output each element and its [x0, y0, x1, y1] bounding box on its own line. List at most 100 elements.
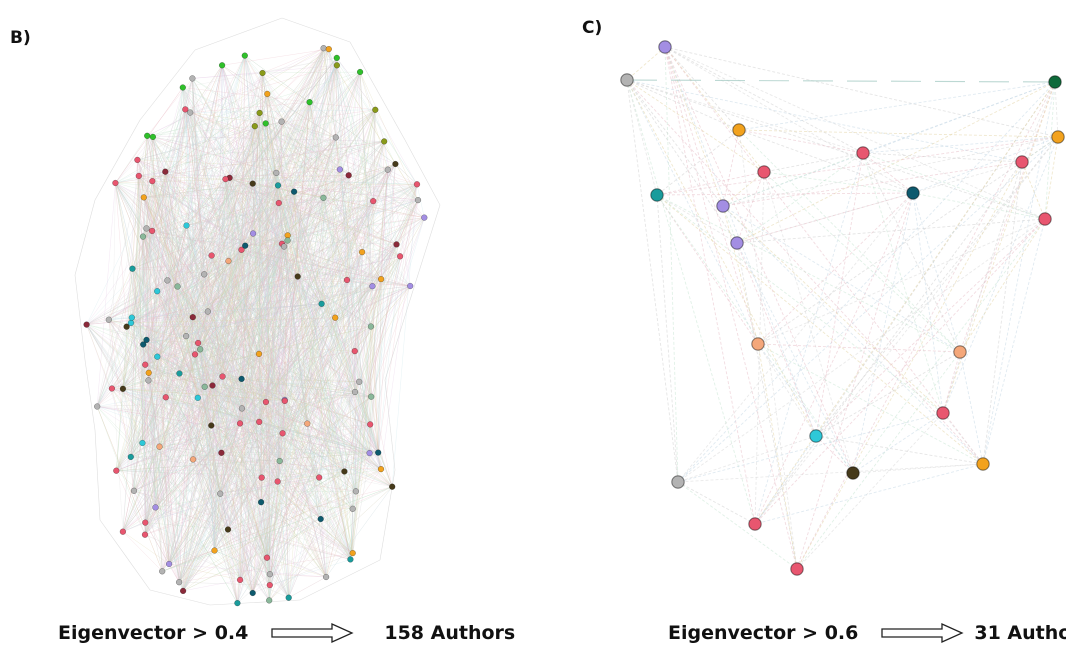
network-b-node — [174, 283, 181, 290]
network-b-node — [162, 168, 169, 175]
network-c-node — [953, 345, 967, 359]
network-b-node — [273, 169, 280, 177]
network-b-node — [345, 172, 352, 179]
network-b-node — [236, 420, 244, 427]
network-b-node — [356, 378, 363, 385]
network-b-node — [183, 222, 190, 229]
network-b-node — [366, 449, 373, 457]
network-b-node — [333, 62, 341, 69]
network-b-node — [332, 314, 339, 321]
network-b-node — [251, 123, 258, 130]
network-b-node — [317, 515, 324, 523]
network-b-node — [159, 568, 166, 575]
network-c-node — [732, 123, 746, 137]
network-b-node — [347, 556, 354, 563]
network-b-node — [413, 181, 421, 188]
network-b-node — [222, 175, 229, 183]
network-b-node — [139, 233, 147, 240]
network-c-node — [936, 406, 950, 420]
network-c-node — [650, 188, 664, 202]
network-b-node — [280, 243, 288, 250]
network-b-node — [141, 531, 149, 538]
network-b-node — [407, 282, 414, 290]
network-b-node — [372, 106, 379, 113]
network-b-node — [127, 453, 134, 461]
network-b-node — [396, 253, 404, 260]
network-b-node — [274, 182, 282, 189]
network-b-node — [187, 109, 194, 116]
network-b-node — [164, 277, 171, 284]
network-b-node — [143, 225, 150, 232]
network-b-node — [165, 560, 173, 568]
network-b-node — [375, 449, 382, 456]
network-b-node — [351, 388, 359, 396]
network-c-node — [671, 475, 685, 489]
network-b-node — [343, 276, 351, 284]
network-b-node — [333, 54, 340, 62]
network-b-node — [156, 443, 163, 450]
network-c-nodes — [620, 40, 1065, 576]
network-c-node — [1038, 212, 1052, 226]
network-b-node — [129, 265, 136, 272]
caption-b: Eigenvector > 0.4 158 Authors — [58, 618, 515, 648]
network-b-node — [241, 52, 248, 59]
network-b-node — [276, 457, 283, 465]
network-b-node — [279, 430, 286, 437]
network-b-node — [140, 194, 147, 201]
network-b-node — [209, 382, 216, 389]
network-b-node — [322, 573, 330, 581]
network-b-node — [370, 197, 377, 205]
network-b-node — [218, 62, 226, 69]
network-b-node — [256, 109, 263, 117]
network-b-node — [179, 587, 187, 595]
network-b-node — [336, 166, 344, 173]
network-b-node — [304, 420, 311, 427]
network-b-node — [266, 571, 274, 578]
network-b-node — [145, 377, 152, 384]
network-b-node — [175, 579, 183, 586]
network-b-node — [179, 84, 186, 91]
network-b-node — [182, 106, 189, 113]
network-b-node — [162, 394, 169, 401]
network-b-node — [119, 385, 127, 392]
network-b-node — [189, 314, 196, 321]
network-c-node — [716, 199, 730, 213]
network-b-node — [208, 422, 215, 429]
network-b-node — [176, 370, 183, 377]
network-c-node — [730, 236, 744, 250]
network-b-node — [263, 554, 271, 561]
network-b-node — [377, 465, 385, 473]
network-b-node — [421, 214, 428, 221]
network-b-node — [384, 166, 391, 173]
network-b-node — [127, 319, 135, 327]
network-b-node — [325, 45, 332, 53]
network-b-node — [217, 490, 224, 497]
network-b-node — [318, 300, 325, 307]
caption-c-count: 31 Authors — [974, 622, 1066, 644]
caption-c: Eigenvector > 0.6 31 Authors — [668, 618, 1066, 648]
network-b-node — [256, 418, 263, 426]
network-b-node — [262, 398, 270, 406]
network-b-node — [182, 332, 190, 340]
network-b-node — [266, 581, 273, 589]
network-b-node — [306, 99, 313, 106]
network-b-node — [152, 504, 159, 511]
network-b-edges — [74, 17, 441, 606]
network-b-node — [255, 350, 263, 358]
network-b-node — [123, 323, 130, 330]
network-c-node — [1048, 75, 1062, 89]
network-b-node — [238, 375, 245, 383]
network-b-node — [194, 394, 201, 401]
network-b-node — [369, 283, 376, 290]
network-b-node — [224, 526, 232, 533]
network-b-node — [262, 120, 269, 127]
network-b-node — [352, 488, 360, 495]
network-b-node — [367, 323, 375, 330]
arrow-right-icon — [271, 622, 354, 644]
caption-b-count: 158 Authors — [384, 622, 516, 644]
network-b-node — [154, 288, 161, 295]
network-b-node — [113, 467, 120, 474]
network-b-node — [332, 134, 339, 141]
network-b-node — [274, 478, 281, 485]
network-b-node — [368, 393, 375, 400]
